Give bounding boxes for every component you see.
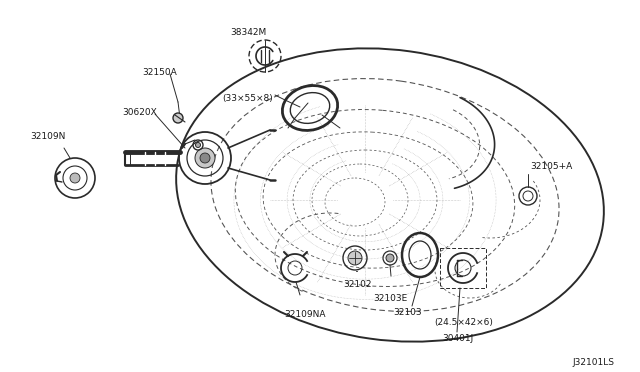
Circle shape xyxy=(200,153,210,163)
Text: 30620X: 30620X xyxy=(123,108,157,117)
Text: 32109NA: 32109NA xyxy=(284,310,326,319)
Text: 32105+A: 32105+A xyxy=(530,162,572,171)
Circle shape xyxy=(386,254,394,262)
Circle shape xyxy=(195,142,200,148)
Circle shape xyxy=(195,148,215,168)
Circle shape xyxy=(70,173,80,183)
Text: 32109N: 32109N xyxy=(30,132,66,141)
Circle shape xyxy=(173,113,183,123)
Text: 38342M: 38342M xyxy=(230,28,266,37)
Text: 32103E: 32103E xyxy=(373,294,407,303)
Text: (33×55×8): (33×55×8) xyxy=(223,94,273,103)
Text: 32102: 32102 xyxy=(344,280,372,289)
Text: 30401J: 30401J xyxy=(442,334,474,343)
Text: J32101LS: J32101LS xyxy=(572,358,614,367)
Circle shape xyxy=(348,251,362,265)
Text: (24.5×42×6): (24.5×42×6) xyxy=(435,318,493,327)
Text: 32150A: 32150A xyxy=(143,68,177,77)
Text: 32103: 32103 xyxy=(394,308,422,317)
